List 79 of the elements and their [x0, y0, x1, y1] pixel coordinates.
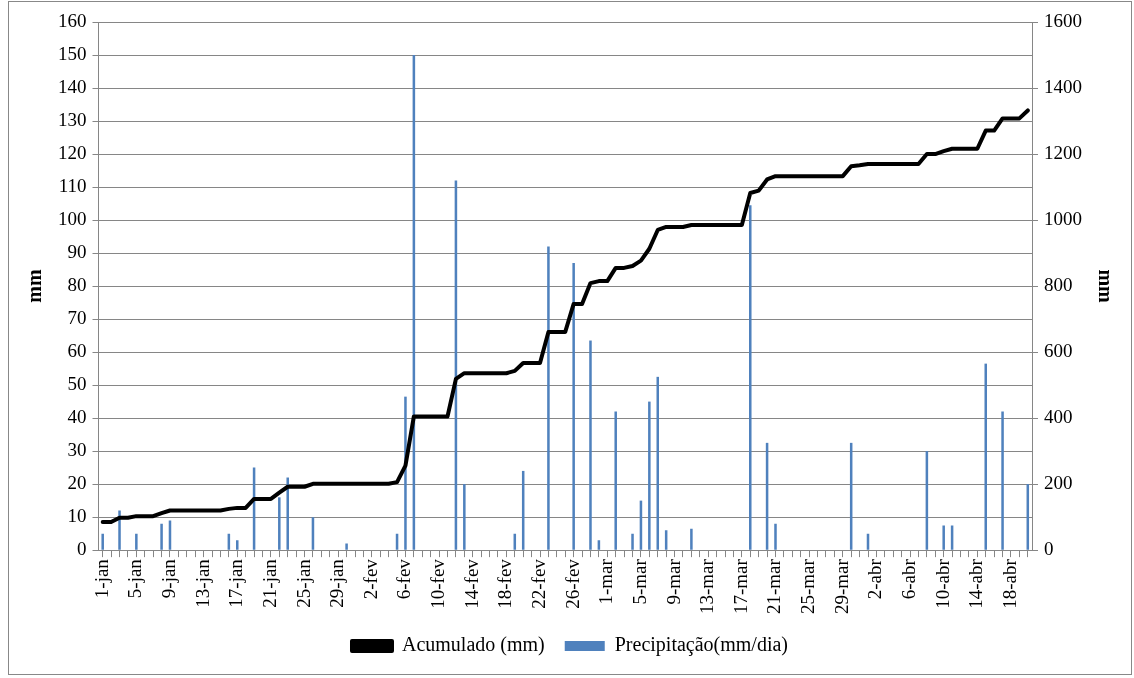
x-tick-label: 22-fev — [528, 558, 549, 609]
bar — [1001, 411, 1004, 550]
y2-tick-label: 1200 — [1044, 142, 1082, 164]
bar — [278, 497, 281, 550]
legend-label: Acumulado (mm) — [402, 633, 545, 657]
bar — [101, 533, 104, 550]
bar — [286, 477, 289, 550]
y2-tick-label: 1600 — [1044, 9, 1082, 31]
x-tick-label: 1-mar — [595, 558, 617, 605]
bar — [572, 262, 575, 550]
x-tick-label: 5-jan — [124, 558, 146, 599]
y2-tick-label: 1400 — [1044, 76, 1082, 97]
y2-tick-label: 1000 — [1044, 208, 1082, 230]
bar — [547, 246, 550, 550]
y-tick-label: 110 — [58, 175, 87, 197]
x-tick-label: 29-mar — [830, 558, 852, 615]
y-tick-label: 40 — [67, 406, 87, 428]
y-tick-label: 90 — [67, 241, 87, 263]
x-tick-label: 14-fev — [460, 558, 482, 609]
x-tick-label: 14-abr — [965, 558, 987, 609]
y-tick-label: 120 — [58, 142, 87, 164]
y2-tick-label: 0 — [1044, 538, 1054, 560]
y2-tick-label: 400 — [1044, 406, 1073, 428]
y-tick-label: 10 — [67, 505, 87, 527]
x-tick-label: 17-jan — [225, 558, 247, 608]
x-tick-label: 21-jan — [258, 558, 280, 608]
x-tick-label: 2-abr — [864, 558, 886, 600]
x-tick-label: 13-jan — [191, 558, 213, 608]
bar — [160, 523, 163, 550]
x-tick-label: 25-jan — [292, 558, 314, 608]
y-tick-label: 160 — [58, 9, 87, 31]
x-tick-label: 6-fev — [393, 558, 415, 600]
x-tick-label: 21-mar — [763, 558, 785, 615]
bar — [984, 363, 988, 550]
x-tick-label: 1-jan — [90, 558, 112, 599]
bar — [589, 340, 592, 550]
x-tick-label: 18-abr — [998, 558, 1020, 609]
x-tick-label: 17-mar — [729, 558, 751, 615]
bar — [236, 540, 239, 550]
legend-label: Precipitação(mm/dia) — [614, 633, 789, 657]
x-tick-label: 26-fev — [561, 558, 583, 609]
y-axis-title: mm — [23, 269, 46, 303]
bar — [690, 528, 693, 550]
bar — [648, 401, 651, 550]
x-tick-label: 9-mar — [662, 558, 684, 605]
y-tick-label: 70 — [67, 307, 87, 329]
y-tick-label: 130 — [58, 109, 87, 131]
y2-tick-label: 200 — [1044, 472, 1073, 494]
y-tick-label: 0 — [77, 538, 87, 560]
x-tick-label: 29-jan — [326, 558, 348, 608]
y2-tick-label: 800 — [1044, 274, 1073, 296]
x-tick-label: 25-mar — [797, 558, 819, 615]
bar — [774, 523, 777, 550]
bar — [463, 484, 466, 550]
y-tick-label: 20 — [67, 472, 87, 494]
bar — [614, 411, 617, 550]
y-tick-label: 150 — [58, 42, 87, 64]
y-tick-label: 30 — [67, 439, 87, 461]
y2-axis-title: mm — [1094, 269, 1117, 304]
bar — [631, 533, 634, 550]
y-tick-label: 80 — [67, 274, 87, 296]
y-tick-label: 140 — [58, 76, 87, 97]
bar — [656, 376, 660, 550]
x-tick-label: 5-mar — [628, 558, 650, 605]
bar — [135, 533, 138, 550]
bar — [345, 543, 348, 550]
y-tick-label: 100 — [58, 208, 87, 230]
x-tick-label: 9-jan — [157, 558, 179, 599]
bar — [749, 205, 752, 550]
x-tick-label: 10-abr — [931, 558, 953, 609]
x-tick-label: 10-fev — [427, 558, 449, 609]
y-tick-label: 60 — [67, 340, 87, 362]
x-tick-label: 13-mar — [696, 558, 718, 615]
x-tick-label: 18-fev — [494, 558, 516, 609]
x-tick-label: 2-fev — [359, 558, 381, 600]
x-tick-label: 6-abr — [898, 558, 920, 600]
bar — [942, 525, 945, 550]
y-tick-label: 50 — [67, 373, 87, 395]
y2-tick-label: 600 — [1044, 340, 1073, 362]
